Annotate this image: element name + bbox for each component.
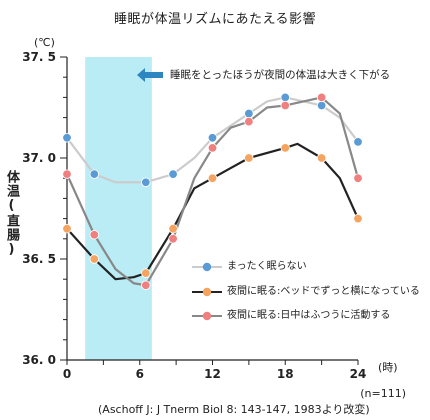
shaded-region-layer xyxy=(85,57,152,360)
night-shaded-region xyxy=(85,57,152,360)
y-axis-unit: (℃) xyxy=(34,36,55,49)
sample-size-label: (n=111) xyxy=(360,387,406,400)
y-tick-label: 36. 0 xyxy=(22,353,56,367)
data-point-series-1 xyxy=(316,153,327,163)
series-line-2 xyxy=(65,96,360,287)
source-citation: (Aschoff J: J Tnerm Biol 8: 143-147, 198… xyxy=(98,403,370,416)
legend-label-sleep-active: 夜間に眠る:日中はふつうに活動する xyxy=(227,310,391,321)
legend-swatch-sleep-active xyxy=(192,311,222,321)
data-point-series-1 xyxy=(168,223,178,234)
legend-label-sleep-bedrest: 夜間に眠る:ベッドでずっと横になっている xyxy=(227,286,420,297)
y-tick-label: 37. 5 xyxy=(22,50,56,64)
legend-swatch-sleep-bedrest xyxy=(192,287,222,297)
x-tick-label: 6 xyxy=(136,367,144,381)
x-tick-label: 18 xyxy=(277,367,294,381)
data-point-series-1 xyxy=(207,173,218,183)
data-point-series-0 xyxy=(316,100,327,111)
data-point-series-1 xyxy=(89,254,99,264)
data-point-series-2 xyxy=(353,173,363,183)
chart-title: 睡眠が体温リズムにあたえる影響 xyxy=(113,12,317,27)
y-tick-label: 37. 0 xyxy=(22,151,56,165)
data-point-series-2 xyxy=(168,234,178,244)
data-point-series-2 xyxy=(89,230,99,240)
legend-label-no-sleep: まったく眠らない xyxy=(227,261,307,272)
data-point-series-0 xyxy=(141,177,151,187)
annotation-text: 睡眠をとったほうが夜間の体温は大きく下がる xyxy=(170,69,391,81)
data-point-series-0 xyxy=(168,169,178,179)
data-point-series-2 xyxy=(316,92,327,103)
data-point-series-1 xyxy=(141,268,151,278)
data-point-series-1 xyxy=(353,213,363,224)
y-axis-label: 体温(直腸) xyxy=(4,170,19,258)
x-tick-label: 24 xyxy=(350,367,367,381)
y-tick-label: 36. 5 xyxy=(22,252,56,266)
x-tick-label: 12 xyxy=(204,367,221,381)
data-point-series-0 xyxy=(207,133,218,143)
data-point-series-2 xyxy=(244,116,254,127)
data-point-series-1 xyxy=(280,143,290,153)
data-point-series-1 xyxy=(244,153,254,163)
data-point-series-0 xyxy=(244,108,254,119)
data-point-series-0 xyxy=(280,92,290,103)
data-point-series-0 xyxy=(62,133,72,143)
data-point-series-2 xyxy=(280,100,290,111)
data-point-series-0 xyxy=(89,169,99,179)
data-point-series-2 xyxy=(141,280,151,290)
legend-swatch-no-sleep xyxy=(192,262,222,272)
x-tick-label: 0 xyxy=(63,367,71,381)
axes: 36. 0 36. 5 37. 0 37. 5 0 6 12 18 24 xyxy=(22,50,366,381)
data-point-series-0 xyxy=(353,137,363,147)
data-point-series-1 xyxy=(62,223,72,234)
annotation-arrow-icon xyxy=(137,68,163,82)
series-markers xyxy=(62,92,363,290)
data-point-series-2 xyxy=(62,169,72,179)
data-point-series-2 xyxy=(207,143,218,153)
x-axis-unit: (時) xyxy=(378,361,398,374)
